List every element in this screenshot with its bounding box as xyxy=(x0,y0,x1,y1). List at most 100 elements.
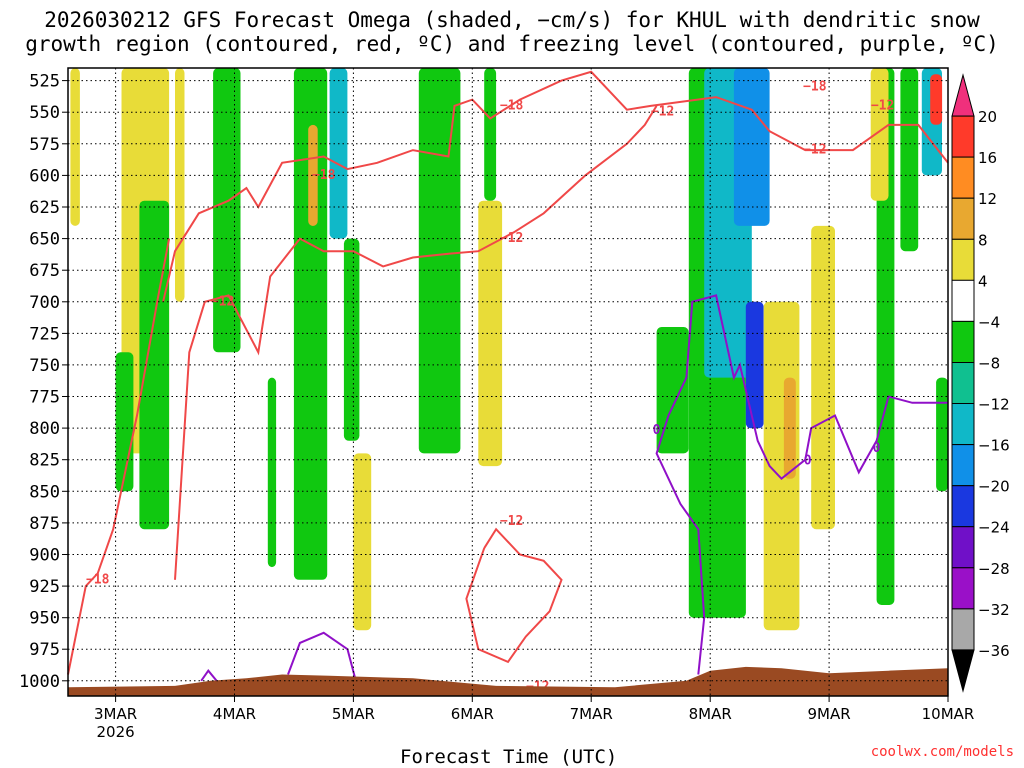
freezing-label-a: 0 xyxy=(653,423,661,438)
x-axis-label: Forecast Time (UTC) xyxy=(400,746,618,768)
colorbar-label-5: −4 xyxy=(978,313,1000,331)
dgz-label-d: −18 xyxy=(500,98,524,113)
freezing-contour-c xyxy=(200,669,218,682)
dgz-label-j: −12 xyxy=(500,514,523,529)
dgz-contour-left xyxy=(67,238,171,675)
y-tick-label-525: 525 xyxy=(29,72,60,92)
omega-region-12 xyxy=(418,68,461,454)
x-tick-label-1: 4MAR xyxy=(213,705,256,723)
y-axis: 525 550 575 600 625 650 675 700 725 750 775 800 825 8… xyxy=(19,72,68,692)
omega-region-15 xyxy=(656,327,689,454)
colorbar-label-10: −24 xyxy=(978,519,1010,537)
dgz-label-g: −18 xyxy=(803,80,827,95)
omega-region-25 xyxy=(900,68,919,252)
x-tick-label-2: 5MAR xyxy=(332,705,375,723)
dgz-label-i: −12 xyxy=(871,98,894,113)
colorbar-bin-3 xyxy=(951,197,975,240)
omega-region-14 xyxy=(484,68,497,201)
omega-region-6 xyxy=(267,377,277,568)
y-tick-label-750: 750 xyxy=(29,356,60,376)
omega-region-5 xyxy=(213,68,241,353)
freezing-contour-a xyxy=(287,631,357,682)
dgz-label-c: −18 xyxy=(312,168,336,183)
chart-title: 2026030212 GFS Forecast Omega (shaded, −… xyxy=(0,8,1024,56)
y-tick-label-950: 950 xyxy=(29,609,60,629)
colorbar-bin-8 xyxy=(951,403,975,446)
x-tick-label-5: 8MAR xyxy=(689,705,732,723)
colorbar-bin-10 xyxy=(951,485,975,528)
y-tick-label-850: 850 xyxy=(29,482,60,502)
colorbar-bin-5 xyxy=(951,279,975,322)
omega-region-9 xyxy=(329,68,348,239)
colorbar-label-9: −20 xyxy=(978,478,1010,496)
colorbar-bin-2 xyxy=(951,156,975,199)
omega-region-23 xyxy=(876,68,895,605)
omega-region-18 xyxy=(733,68,770,226)
colorbar-bin-13 xyxy=(951,608,975,651)
y-tick-label-625: 625 xyxy=(29,198,60,218)
title-line-2: growth region (contoured, red, ºC) and f… xyxy=(25,32,999,56)
omega-region-8 xyxy=(308,124,318,226)
y-tick-label-775: 775 xyxy=(29,388,60,408)
omega-region-24 xyxy=(870,68,889,201)
x-year-label: 2026 xyxy=(97,723,135,741)
colorbar-bin-11 xyxy=(951,526,975,569)
y-tick-label-600: 600 xyxy=(29,166,60,186)
colorbar-bin-12 xyxy=(951,567,975,610)
colorbar-label-6: −8 xyxy=(978,355,1000,373)
colorbar-bin-9 xyxy=(951,444,975,487)
colorbar-cap-top xyxy=(951,73,975,117)
omega-region-0 xyxy=(70,68,80,226)
y-tick-label-700: 700 xyxy=(29,293,60,313)
y-tick-label-675: 675 xyxy=(29,261,60,281)
x-tick-label-7: 10MAR xyxy=(922,705,975,723)
title-line-1: 2026030212 GFS Forecast Omega (shaded, −… xyxy=(44,8,980,32)
dgz-contour-loop xyxy=(465,527,563,664)
colorbar-label-3: 8 xyxy=(978,231,988,249)
dgz-contour-lower xyxy=(174,105,658,580)
y-tick-label-825: 825 xyxy=(29,451,60,471)
omega-region-27 xyxy=(936,377,948,492)
colorbar-label-2: 12 xyxy=(978,190,997,208)
colorbar-bin-4 xyxy=(951,238,975,281)
x-tick-label-4: 7MAR xyxy=(570,705,613,723)
omega-region-28 xyxy=(930,74,943,125)
colorbar-cap-bottom xyxy=(951,649,975,693)
dgz-label-a: −18 xyxy=(86,572,110,587)
omega-region-13 xyxy=(478,200,503,467)
ground-terrain xyxy=(68,666,948,696)
dgz-label-e: −12 xyxy=(500,231,523,246)
colorbar-bin-1 xyxy=(951,115,975,158)
colorbar-label-11: −28 xyxy=(978,560,1010,578)
omega-region-11 xyxy=(353,453,372,631)
colorbar-label-7: −12 xyxy=(978,396,1010,414)
colorbar: 20 16 12 8 4 −4 −8 −12 −16 −20 −24 −28 −32 −36 xyxy=(951,73,1010,693)
dgz-contour-upper xyxy=(162,70,949,303)
dgz-label-b: −12 xyxy=(211,294,234,309)
colorbar-bin-7 xyxy=(951,362,975,405)
credit-link[interactable]: coolwx.com/models xyxy=(870,744,1014,760)
colorbar-label-8: −16 xyxy=(978,437,1010,455)
colorbar-label-13: −36 xyxy=(978,642,1010,660)
y-tick-label-650: 650 xyxy=(29,230,60,250)
omega-region-22 xyxy=(811,225,835,530)
y-tick-label-550: 550 xyxy=(29,103,60,123)
colorbar-label-4: 4 xyxy=(978,272,988,290)
y-tick-label-875: 875 xyxy=(29,514,60,534)
y-tick-label-575: 575 xyxy=(29,135,60,155)
colorbar-label-12: −32 xyxy=(978,601,1010,619)
y-tick-label-800: 800 xyxy=(29,419,60,439)
omega-region-10 xyxy=(343,238,360,441)
y-tick-label-900: 900 xyxy=(29,546,60,566)
y-tick-label-725: 725 xyxy=(29,324,60,344)
x-tick-label-0: 3MAR xyxy=(94,705,137,723)
y-tick-label-1000: 1000 xyxy=(19,672,60,692)
y-tick-label-975: 975 xyxy=(29,640,60,660)
omega-region-2 xyxy=(175,68,185,302)
colorbar-label-1: 16 xyxy=(978,149,997,167)
freezing-label-c: 0 xyxy=(873,441,881,456)
x-tick-label-3: 6MAR xyxy=(451,705,494,723)
plot-frame xyxy=(67,67,949,697)
